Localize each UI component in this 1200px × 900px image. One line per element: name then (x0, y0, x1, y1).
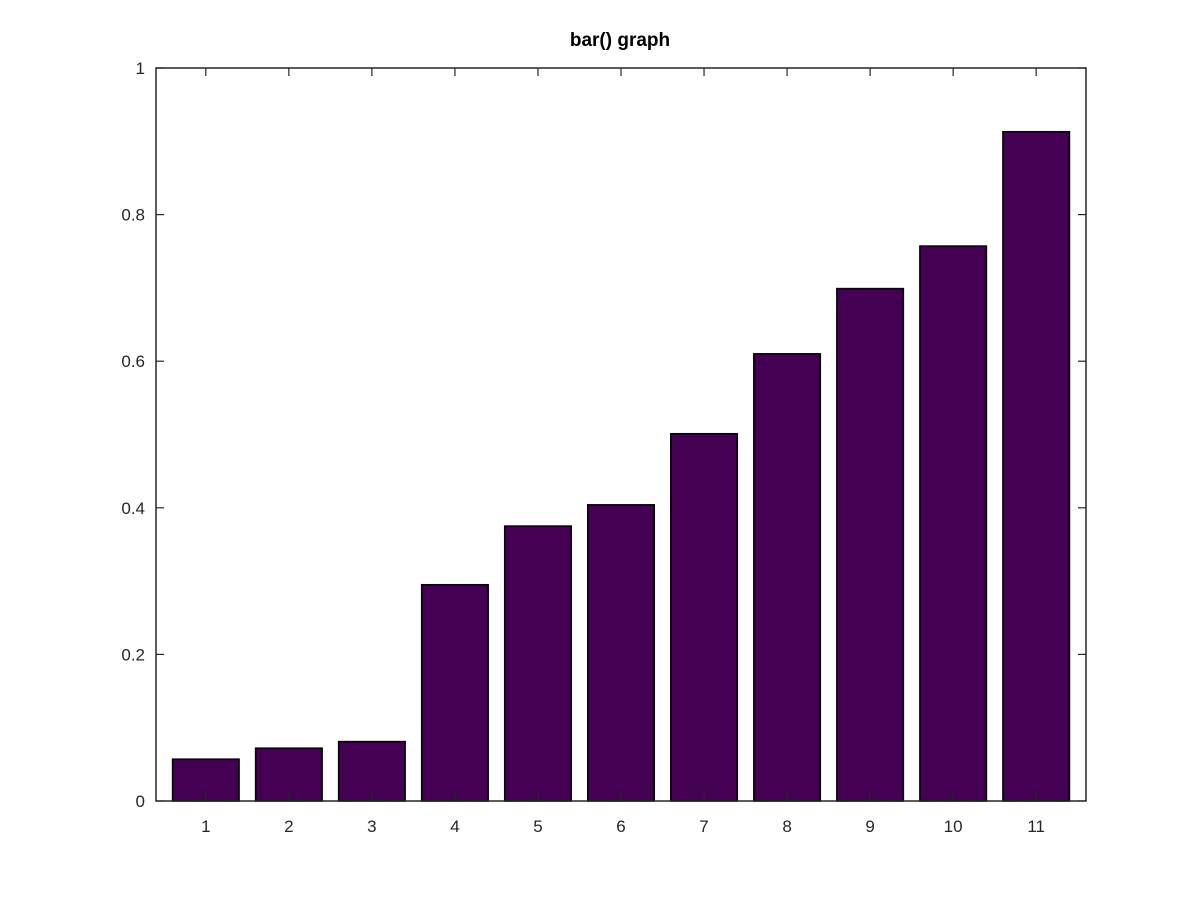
x-tick-label: 1 (201, 817, 210, 836)
y-tick-label: 0.2 (121, 645, 145, 664)
x-tick-label: 11 (1027, 817, 1045, 836)
x-tick-label: 5 (533, 817, 542, 836)
ticks-group: 1 2 3 4 5 6 7 8 9 10 11 0 0.2 0.4 0.6 0.8 1 (121, 59, 1086, 836)
x-tick-label: 7 (699, 817, 708, 836)
bar-10 (919, 245, 988, 802)
y-tick-label: 0.6 (121, 352, 145, 371)
x-tick-label: 2 (284, 817, 293, 836)
bar-9 (836, 287, 905, 802)
y-tick-label: 0.8 (121, 206, 145, 225)
y-tick-label: 0.4 (121, 499, 145, 518)
bar-7 (670, 432, 739, 802)
bar-5 (503, 525, 572, 802)
x-tick-label: 9 (865, 817, 874, 836)
chart-title: bar() graph (570, 30, 670, 51)
bar-6 (586, 504, 656, 802)
x-tick-label: 3 (367, 817, 376, 836)
x-tick-label: 4 (450, 817, 459, 836)
bar-3 (337, 740, 406, 802)
bar-11 (1002, 130, 1071, 802)
x-tick-label: 8 (782, 817, 791, 836)
bar-4 (420, 583, 489, 802)
bar-8 (753, 353, 822, 802)
bar-2 (254, 747, 323, 802)
x-tick-label: 6 (616, 817, 625, 836)
y-tick-label: 0 (136, 792, 145, 811)
y-tick-label: 1 (136, 59, 145, 78)
bars-group (171, 130, 1071, 802)
x-tick-label: 10 (944, 817, 963, 836)
